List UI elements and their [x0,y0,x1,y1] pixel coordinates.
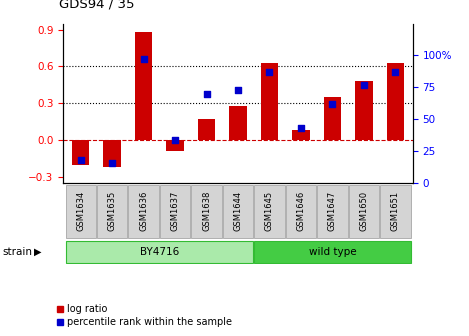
Text: GDS94 / 35: GDS94 / 35 [59,0,134,10]
Bar [254,241,410,263]
Bar [324,97,341,140]
Bar [72,140,89,165]
Text: GSM1637: GSM1637 [171,191,180,231]
Bar [135,32,152,140]
Bar [387,63,404,140]
Point [234,87,242,93]
Text: GSM1645: GSM1645 [265,191,274,231]
Bar [261,63,278,140]
Text: GSM1638: GSM1638 [202,191,211,231]
Text: GSM1636: GSM1636 [139,191,148,231]
Bar [198,119,215,140]
Bar [349,185,379,238]
Point [329,101,336,107]
Bar [166,140,184,151]
Point [266,69,273,75]
Bar [356,81,372,140]
Bar [223,185,253,238]
Point [360,82,368,87]
Point [171,137,179,142]
Point [203,91,210,96]
Bar [254,185,285,238]
Bar [66,185,96,238]
Text: GSM1644: GSM1644 [234,191,242,231]
Bar [286,185,316,238]
Bar [292,130,310,140]
Bar [380,185,410,238]
Text: GSM1650: GSM1650 [359,191,369,231]
Text: GSM1634: GSM1634 [76,191,85,231]
Text: strain: strain [2,247,32,257]
Text: ▶: ▶ [34,247,42,257]
Legend: log ratio, percentile rank within the sample: log ratio, percentile rank within the sa… [52,300,236,331]
Bar [104,140,121,167]
Text: GSM1635: GSM1635 [107,191,117,231]
Bar [66,241,253,263]
Point [77,158,84,163]
Text: GSM1647: GSM1647 [328,191,337,231]
Point [140,56,147,62]
Point [392,69,399,75]
Bar [229,106,247,140]
Bar [97,185,127,238]
Text: wild type: wild type [309,247,356,257]
Bar [191,185,222,238]
Bar [160,185,190,238]
Text: GSM1646: GSM1646 [296,191,305,231]
Text: GSM1651: GSM1651 [391,191,400,231]
Bar [129,185,159,238]
Point [108,160,116,165]
Text: BY4716: BY4716 [140,247,179,257]
Bar [318,185,348,238]
Point [297,126,305,131]
